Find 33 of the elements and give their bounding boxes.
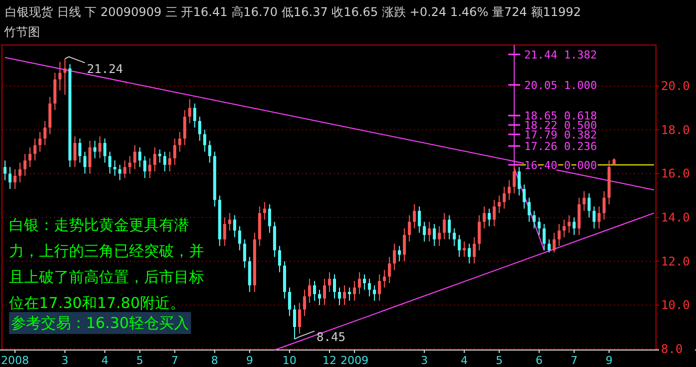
y-tick-label: 12.0 bbox=[661, 254, 690, 268]
x-tick-label: 9 bbox=[246, 354, 254, 367]
y-tick-label: 16.0 bbox=[661, 166, 690, 181]
x-tick-label: 7 bbox=[570, 354, 578, 367]
y-tick-label: 18.0 bbox=[661, 122, 690, 137]
chart-title: 白银现货 日线 下 20090909 三 开16.41 高16.70 低16.37 收16.65 涨跌 +0.24 1.46% 量724 额11992 bbox=[5, 5, 582, 19]
text: 21.24 bbox=[86, 62, 124, 76]
x-tick-label: 8 bbox=[211, 354, 218, 367]
x-tick-label: 9 bbox=[606, 354, 613, 367]
y-tick-label: 20.0 bbox=[661, 78, 690, 93]
ref-line-label: 21.44 1.382 bbox=[524, 48, 598, 62]
ref-line-label: 20.05 1.000 bbox=[524, 78, 598, 92]
x-tick-label: 10 bbox=[282, 354, 297, 367]
y-tick-label: 10.0 bbox=[661, 298, 690, 312]
annotation: 白银：走势比黄金更具有潜力，上行的三角已经突破，并且上破了前高位置，后市目标位在17.30和17.80附近。 bbox=[9, 216, 204, 312]
chart-subtitle: 竹节图 bbox=[4, 25, 40, 39]
x-tick-label: 2009 bbox=[340, 354, 368, 367]
x-tick-label: 6 bbox=[536, 354, 543, 367]
x-tick-label: 7 bbox=[171, 354, 178, 367]
text: 8.45 bbox=[316, 330, 346, 344]
x-tick-label: 3 bbox=[61, 354, 68, 367]
ref-line-label: 17.26 0.236 bbox=[524, 140, 598, 154]
y-tick-label: 14.0 bbox=[661, 210, 690, 224]
x-tick-label: 12 bbox=[322, 354, 336, 367]
x-tick-label: 4 bbox=[101, 354, 108, 367]
y-tick-label: 8.0 bbox=[661, 342, 683, 356]
ref-line-label: 17.79 0.382 bbox=[524, 128, 598, 142]
annotation: 参考交易：16.30轻仓买入 bbox=[9, 312, 191, 334]
x-tick-label: 5 bbox=[496, 354, 503, 367]
x-tick-label: 5 bbox=[136, 354, 144, 367]
x-tick-label: 4 bbox=[460, 354, 468, 367]
x-tick-label: 2008 bbox=[0, 354, 29, 367]
x-tick-label: 3 bbox=[420, 354, 428, 367]
